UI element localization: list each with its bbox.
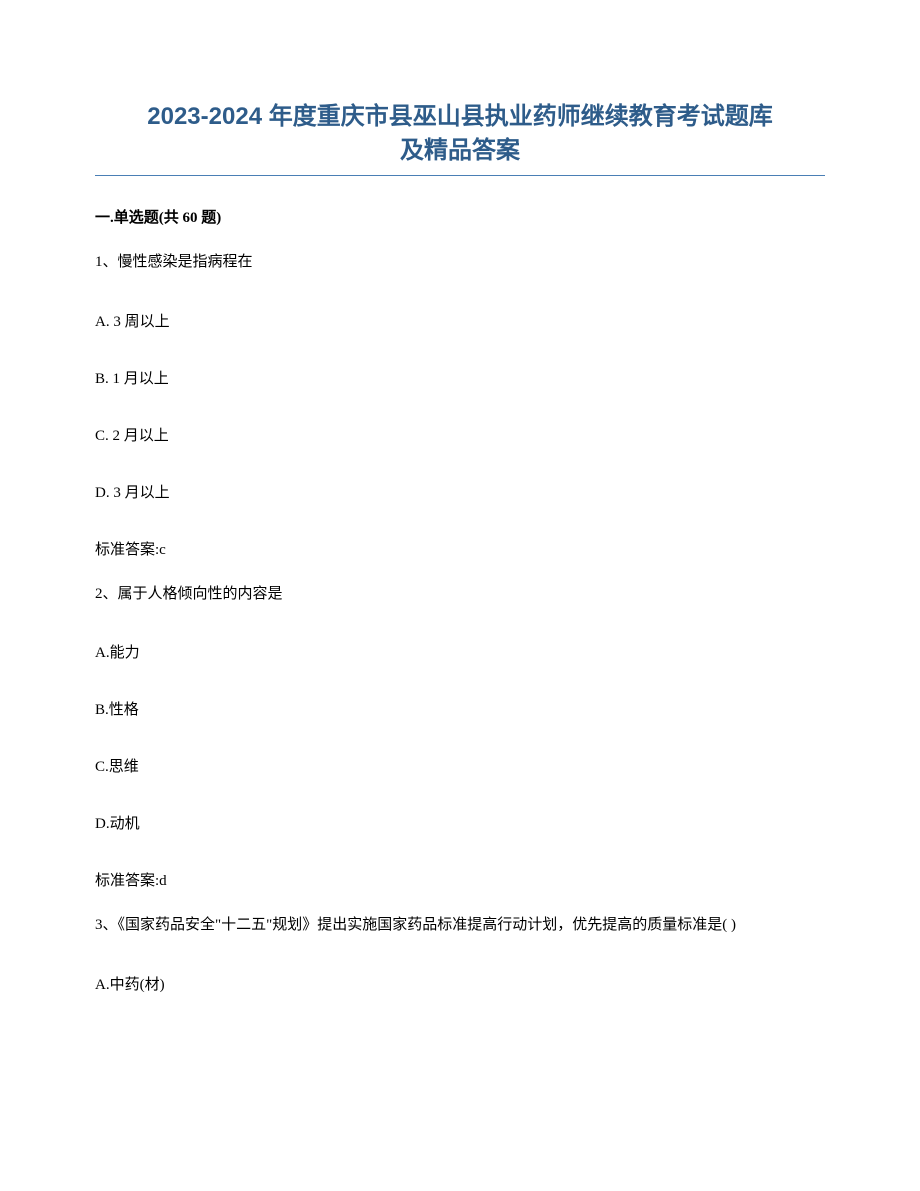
section-header: 一.单选题(共 60 题) <box>95 206 825 227</box>
question-3: 3、《国家药品安全"十二五"规划》提出实施国家药品标准提高行动计划，优先提高的质… <box>95 914 825 994</box>
question-option: B.性格 <box>95 698 825 719</box>
question-1: 1、慢性感染是指病程在 A. 3 周以上 B. 1 月以上 C. 2 月以上 D… <box>95 251 825 559</box>
answer-label: 标准答案:c <box>95 538 825 559</box>
question-text: 3、《国家药品安全"十二五"规划》提出实施国家药品标准提高行动计划，优先提高的质… <box>95 914 825 937</box>
document-title-container: 2023-2024 年度重庆市县巫山县执业药师继续教育考试题库 及精品答案 <box>95 100 825 167</box>
question-body: 慢性感染是指病程在 <box>118 254 253 270</box>
question-option: A.中药(材) <box>95 973 825 994</box>
question-option: D. 3 月以上 <box>95 481 825 502</box>
question-option: C.思维 <box>95 755 825 776</box>
title-line-1: 2023-2024 年度重庆市县巫山县执业药师继续教育考试题库 <box>95 100 825 134</box>
title-underline <box>95 175 825 176</box>
question-2: 2、属于人格倾向性的内容是 A.能力 B.性格 C.思维 D.动机 标准答案:d <box>95 583 825 891</box>
question-number: 2、 <box>95 586 118 602</box>
question-option: D.动机 <box>95 812 825 833</box>
question-body: 属于人格倾向性的内容是 <box>118 586 283 602</box>
question-option: B. 1 月以上 <box>95 367 825 388</box>
question-option: C. 2 月以上 <box>95 424 825 445</box>
title-line-2: 及精品答案 <box>95 134 825 168</box>
question-option: A.能力 <box>95 641 825 662</box>
question-text: 2、属于人格倾向性的内容是 <box>95 583 825 606</box>
question-option: A. 3 周以上 <box>95 310 825 331</box>
question-body: 《国家药品安全"十二五"规划》提出实施国家药品标准提高行动计划，优先提高的质量标… <box>118 917 737 933</box>
answer-label: 标准答案:d <box>95 869 825 890</box>
question-text: 1、慢性感染是指病程在 <box>95 251 825 274</box>
question-number: 1、 <box>95 254 118 270</box>
question-number: 3、 <box>95 917 118 933</box>
